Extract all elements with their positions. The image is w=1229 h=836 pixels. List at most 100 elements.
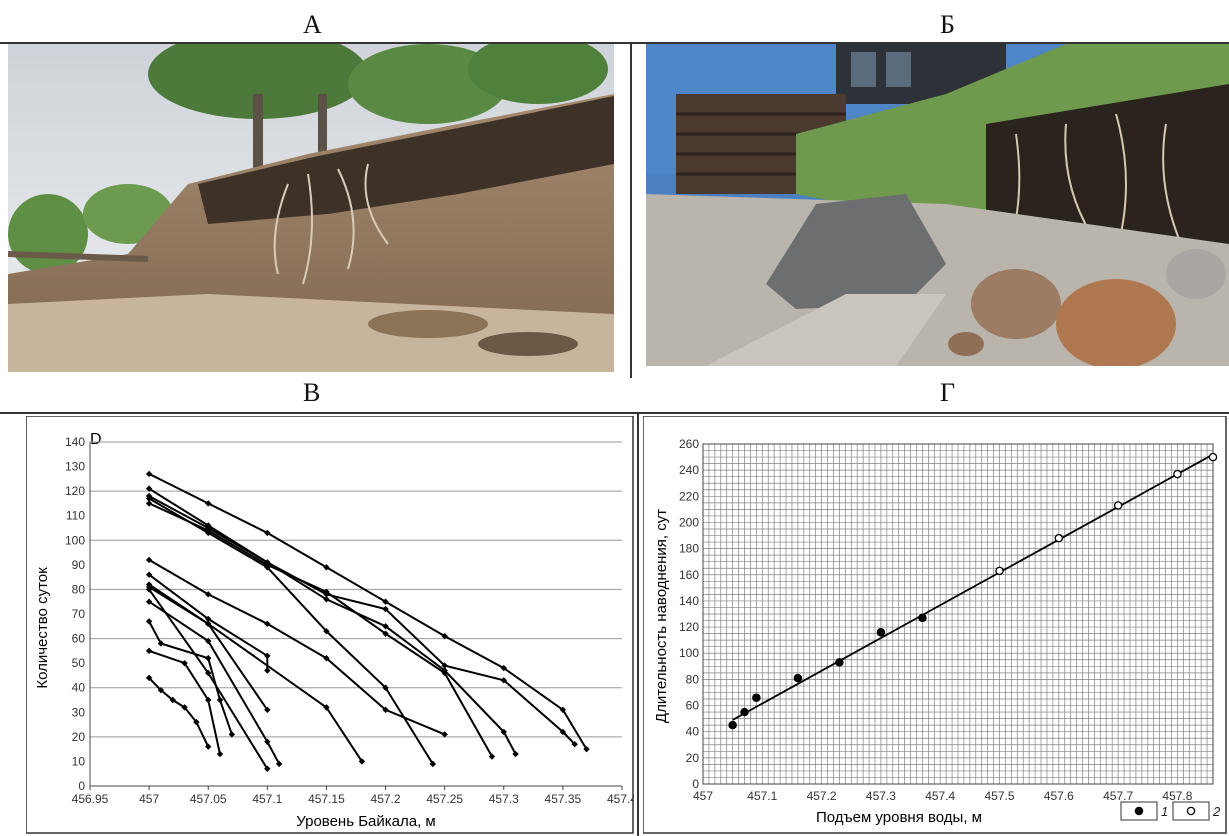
chart-g-point-series-1 — [835, 658, 844, 667]
chart-v-point — [216, 750, 224, 758]
chart-g-x-tick: 457.5 — [984, 789, 1014, 803]
chart-v-point — [205, 669, 212, 677]
chart-v-point — [181, 659, 188, 667]
chart-g-x-tick: 457.1 — [747, 789, 777, 803]
chart-g-legend-marker — [1186, 806, 1196, 816]
chart-v-y-tick: 70 — [72, 607, 86, 621]
chart-v-point — [193, 718, 200, 726]
chart-v-point — [145, 495, 153, 502]
chart-v-point — [145, 470, 153, 478]
chart-v-x-tick: 457.1 — [252, 792, 282, 806]
chart-v-point — [429, 760, 437, 768]
chart-g-y-tick: 240 — [679, 463, 699, 477]
chart-g-point-series-1 — [752, 693, 761, 702]
chart-v-y-tick: 60 — [72, 632, 86, 646]
chart-v-y-tick: 0 — [78, 779, 85, 793]
chart-g-y-tick: 180 — [679, 542, 699, 556]
chart-v-series-8 — [148, 586, 269, 711]
chart-v-point — [488, 753, 496, 760]
chart-v-y-tick: 90 — [72, 558, 86, 572]
chart-v-point — [205, 655, 212, 662]
chart-g-y-tick: 220 — [679, 489, 699, 503]
chart-v-series-13 — [148, 649, 221, 755]
chart-v-point — [228, 731, 236, 738]
chart-g-y-tick: 80 — [686, 672, 700, 686]
chart-v-point — [358, 758, 366, 765]
chart-v-y-tick: 120 — [65, 484, 85, 498]
chart-v-y-tick: 50 — [72, 656, 86, 670]
chart-g-x-tick: 457.2 — [807, 789, 837, 803]
chart-g-legend-label: 2 — [1212, 804, 1221, 819]
chart-v-y-tick: 140 — [65, 435, 85, 449]
chart-g-point-series-2 — [1208, 452, 1218, 462]
chart-g-ylabel: Длительность наводнения, сут — [653, 509, 670, 723]
chart-v-y-tick: 130 — [65, 460, 85, 474]
chart-v-point — [205, 743, 212, 750]
chart-v-series-14 — [148, 677, 210, 748]
chart-g-x-tick: 457.6 — [1044, 789, 1074, 803]
chart-g-point-series-1 — [728, 720, 737, 730]
chart-v-x-tick: 457.35 — [545, 792, 582, 806]
chart-g-y-tick: 200 — [679, 515, 699, 529]
chart-g-point-series-2 — [1173, 469, 1182, 479]
chart-g-point-series-2 — [1054, 533, 1064, 543]
chart-v-series-4 — [148, 497, 434, 765]
chart-v-series-10 — [148, 600, 281, 765]
chart-g-trend-line — [732, 453, 1214, 721]
chart-v-point — [145, 647, 153, 655]
chart-divider — [637, 412, 639, 836]
chart-v-point — [145, 500, 153, 507]
chart-v-y-tick: 40 — [72, 681, 86, 695]
chart-v-y-tick: 30 — [72, 705, 86, 719]
chart-g-point-series-1 — [918, 613, 927, 623]
chart-v-point — [205, 527, 212, 534]
chart-g-y-tick: 160 — [679, 568, 699, 582]
chart-g-y-tick: 120 — [679, 620, 699, 634]
panel-letter-a: А — [303, 10, 322, 39]
chart-g-point-series-2 — [995, 566, 1004, 576]
chart-v-x-tick: 457.3 — [489, 792, 519, 806]
chart-v-point — [157, 640, 165, 647]
chart-g-point-series-2 — [1113, 501, 1123, 510]
chart-g-xlabel: Подъем уровня воды, м — [816, 809, 982, 826]
chart-g-x-tick: 457.4 — [925, 789, 955, 803]
panel-letter-v: В — [303, 378, 321, 407]
chart-g-x-tick: 457.8 — [1162, 789, 1192, 803]
chart-v-point — [500, 728, 507, 736]
chart-v-series-7 — [148, 573, 269, 671]
chart-v-xlabel: Уровень Байкала, м — [296, 813, 436, 830]
chart-v-point — [264, 667, 271, 674]
chart-v-x-tick: 457.15 — [308, 792, 345, 806]
chart-v-point — [145, 485, 153, 492]
chart-v-x-tick: 456.95 — [72, 792, 109, 806]
photo-a — [8, 44, 614, 372]
chart-top-rule — [0, 412, 1229, 414]
photo-divider — [630, 42, 632, 378]
chart-g-plot-border — [702, 443, 1214, 785]
chart-g-point-series-1 — [793, 673, 803, 683]
chart-g-frame — [643, 416, 1227, 834]
chart-v-ylabel: Количество суток — [34, 567, 51, 689]
chart-g-point-series-1 — [876, 628, 886, 637]
photo-b — [646, 44, 1229, 366]
chart-v-frame — [26, 416, 634, 834]
chart-g-x-tick: 457.7 — [1103, 789, 1133, 803]
chart-v-point — [571, 741, 578, 748]
chart-g-legend-label: 1 — [1161, 804, 1168, 819]
chart-v-point — [559, 728, 567, 736]
chart-g: 0 20 40 60 80 100 120 140 160 180 200 220 240 260 457 4… — [643, 416, 1227, 834]
chart-v-point — [145, 581, 153, 588]
chart-g-y-tick: 100 — [679, 646, 699, 660]
chart-v-y-tick: 100 — [65, 533, 85, 547]
chart-v: D 0 10 20 30 40 50 60 70 80 90 100 110 120 130 140 456.… — [26, 416, 634, 834]
chart-g-y-tick: 20 — [686, 751, 700, 765]
chart-v-y-tick: 80 — [72, 582, 86, 596]
chart-v-series-1 — [148, 473, 588, 750]
chart-g-y-tick: 0 — [692, 777, 699, 791]
chart-g-legend-marker — [1134, 806, 1144, 816]
chart-v-series-6 — [148, 559, 446, 736]
chart-v-point — [205, 500, 212, 507]
chart-v-point — [275, 760, 283, 768]
chart-v-point — [205, 696, 212, 704]
